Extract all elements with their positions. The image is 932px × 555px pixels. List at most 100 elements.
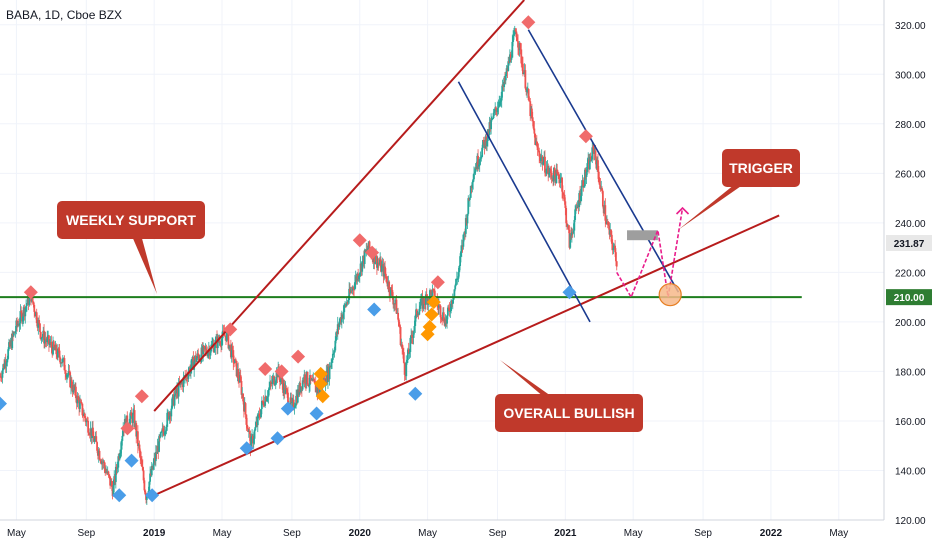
pivot-low-marker: [408, 386, 423, 401]
candle-body: [162, 428, 165, 432]
candle-body: [606, 222, 609, 225]
candle-body: [269, 382, 271, 388]
candle-body: [46, 337, 49, 343]
candle-body: [440, 317, 443, 319]
candle-body: [353, 282, 356, 290]
candle-body: [425, 294, 428, 297]
time-tick-label: 2021: [554, 528, 577, 539]
pivot-low-marker: [280, 401, 295, 416]
candle-body: [541, 156, 544, 165]
candle-body: [574, 209, 577, 220]
candle-body: [82, 415, 85, 417]
candle-body: [361, 261, 364, 272]
candle-body: [331, 353, 334, 360]
candle-body: [403, 362, 406, 375]
candle-body: [431, 289, 434, 298]
candle-body: [402, 352, 405, 363]
candle-body: [567, 225, 570, 230]
candle-body: [413, 326, 416, 332]
candle-body: [512, 36, 515, 42]
candle-body: [11, 333, 14, 349]
candle-body: [179, 382, 182, 386]
candle-body: [346, 302, 349, 304]
candle-body: [531, 117, 534, 122]
candle-body: [264, 396, 267, 406]
candle-body: [92, 435, 95, 442]
candle-body: [261, 400, 264, 402]
candle-body: [446, 315, 448, 324]
candle-body: [287, 392, 289, 406]
candle-body: [377, 262, 380, 264]
pivot-low-marker: [270, 431, 285, 446]
candle-body: [517, 41, 519, 48]
candle-body: [458, 266, 461, 273]
candle-body: [7, 349, 10, 359]
channel-left-line: [457, 81, 591, 323]
candle-body: [363, 249, 366, 264]
candle-body: [419, 305, 422, 309]
candle-body: [482, 139, 484, 148]
candle-body: [144, 490, 147, 495]
pivot-high-marker: [430, 275, 445, 290]
candle-body: [334, 340, 337, 351]
candle-body: [460, 251, 462, 257]
candle-body: [292, 399, 295, 409]
time-tick-label: 2020: [349, 528, 372, 539]
candle-body: [393, 303, 396, 305]
candle-body: [549, 169, 552, 173]
candle-body: [70, 379, 73, 389]
candle-body: [164, 431, 167, 433]
candle-body: [133, 410, 136, 428]
candle-body: [103, 462, 106, 468]
candle-body: [246, 424, 249, 428]
candle-body: [230, 346, 233, 358]
candle-body: [412, 331, 415, 338]
candle-body: [513, 34, 515, 37]
candle-body: [244, 403, 247, 415]
candle-body: [429, 290, 431, 301]
time-tick-label: Sep: [489, 528, 507, 539]
candle-body: [119, 453, 121, 459]
candle-body: [119, 449, 122, 454]
candle-body: [38, 320, 41, 324]
candle-body: [285, 387, 288, 390]
candle-body: [454, 285, 457, 290]
candle-body: [203, 346, 206, 350]
candle-body: [93, 438, 96, 442]
candle-body: [420, 298, 422, 306]
candle-body: [526, 89, 528, 92]
candle-body: [209, 351, 212, 356]
candle-body: [537, 150, 540, 152]
candle-body: [535, 141, 538, 146]
target-circle: [658, 283, 682, 307]
candle-body: [239, 375, 242, 381]
candle-body: [15, 320, 18, 332]
channel-right-line: [527, 29, 680, 293]
candle-body: [25, 305, 28, 308]
candle-body: [278, 375, 281, 382]
candle-body: [286, 389, 289, 393]
candle-body: [313, 378, 315, 382]
candle-body: [143, 480, 146, 491]
candle-body: [333, 350, 336, 353]
candle-body: [452, 297, 455, 300]
candle-body: [591, 147, 594, 160]
candle-body: [610, 229, 612, 235]
candle-body: [477, 164, 480, 167]
candle-body: [260, 408, 262, 418]
signal-marker: [313, 376, 328, 391]
candle-body: [373, 251, 376, 264]
candle-body: [44, 338, 47, 341]
candle-body: [165, 426, 168, 432]
candle-body: [284, 387, 287, 394]
candle-body: [398, 326, 401, 328]
candle-body: [141, 460, 143, 467]
candle-body: [481, 147, 484, 157]
candle-body: [67, 370, 70, 375]
pivot-high-marker: [365, 245, 380, 260]
candle-body: [39, 323, 41, 332]
candle-body: [313, 381, 316, 384]
candle-body: [61, 362, 63, 364]
